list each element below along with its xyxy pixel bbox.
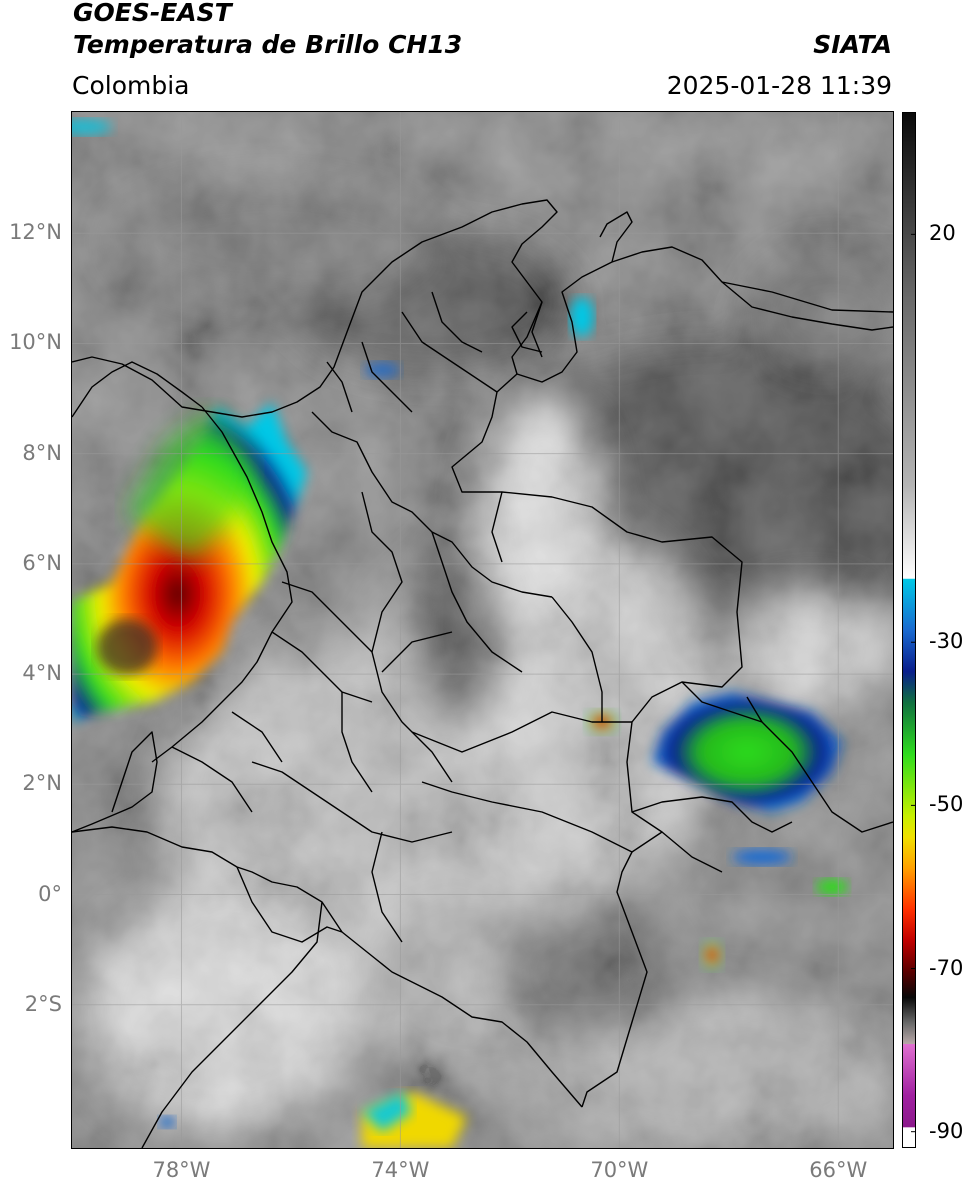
storm-east [652, 692, 842, 812]
convective-systems [72, 119, 848, 1148]
colorbar-ramp [902, 112, 916, 1148]
map-title-product: Temperatura de Brillo CH13 [73, 30, 463, 59]
lat-tick-label: 6°N [22, 550, 62, 575]
graticule [72, 112, 893, 1148]
lat-tick-label: 10°N [9, 330, 62, 355]
lon-tick-label: 74°W [371, 1158, 430, 1182]
satellite-map-canvas [72, 112, 893, 1148]
lon-tick-label: 78°W [152, 1158, 211, 1182]
lat-tick-label: 0° [38, 881, 62, 906]
satellite-map [72, 112, 893, 1148]
map-title-satellite: GOES-EAST [73, 0, 232, 27]
cell-amazonas [701, 940, 723, 970]
colorbar-tick-label: 20 [929, 221, 956, 246]
lat-tick-label: 4°N [22, 661, 62, 686]
lat-tick-label: 2°N [22, 771, 62, 796]
lat-tick-label: 2°S [24, 991, 62, 1016]
colorbar-tick-label: -70 [929, 955, 964, 980]
map-region-label: Colombia [72, 71, 190, 100]
lat-tick-label: 8°N [22, 440, 62, 465]
lat-tick-label: 12°N [9, 220, 62, 245]
colorbar-tick-label: -30 [929, 629, 964, 654]
country-boundaries [72, 199, 893, 1148]
map-source-label: SIATA [813, 30, 892, 59]
map-frame [71, 111, 894, 1149]
lon-tick-label: 66°W [809, 1158, 868, 1182]
lon-tick-label: 70°W [590, 1158, 649, 1182]
colorbar-tick-label: -90 [929, 1118, 964, 1143]
map-timestamp: 2025-01-28 11:39 [666, 71, 892, 100]
colorbar [902, 112, 916, 1148]
colorbar-tick-label: -50 [929, 792, 964, 817]
